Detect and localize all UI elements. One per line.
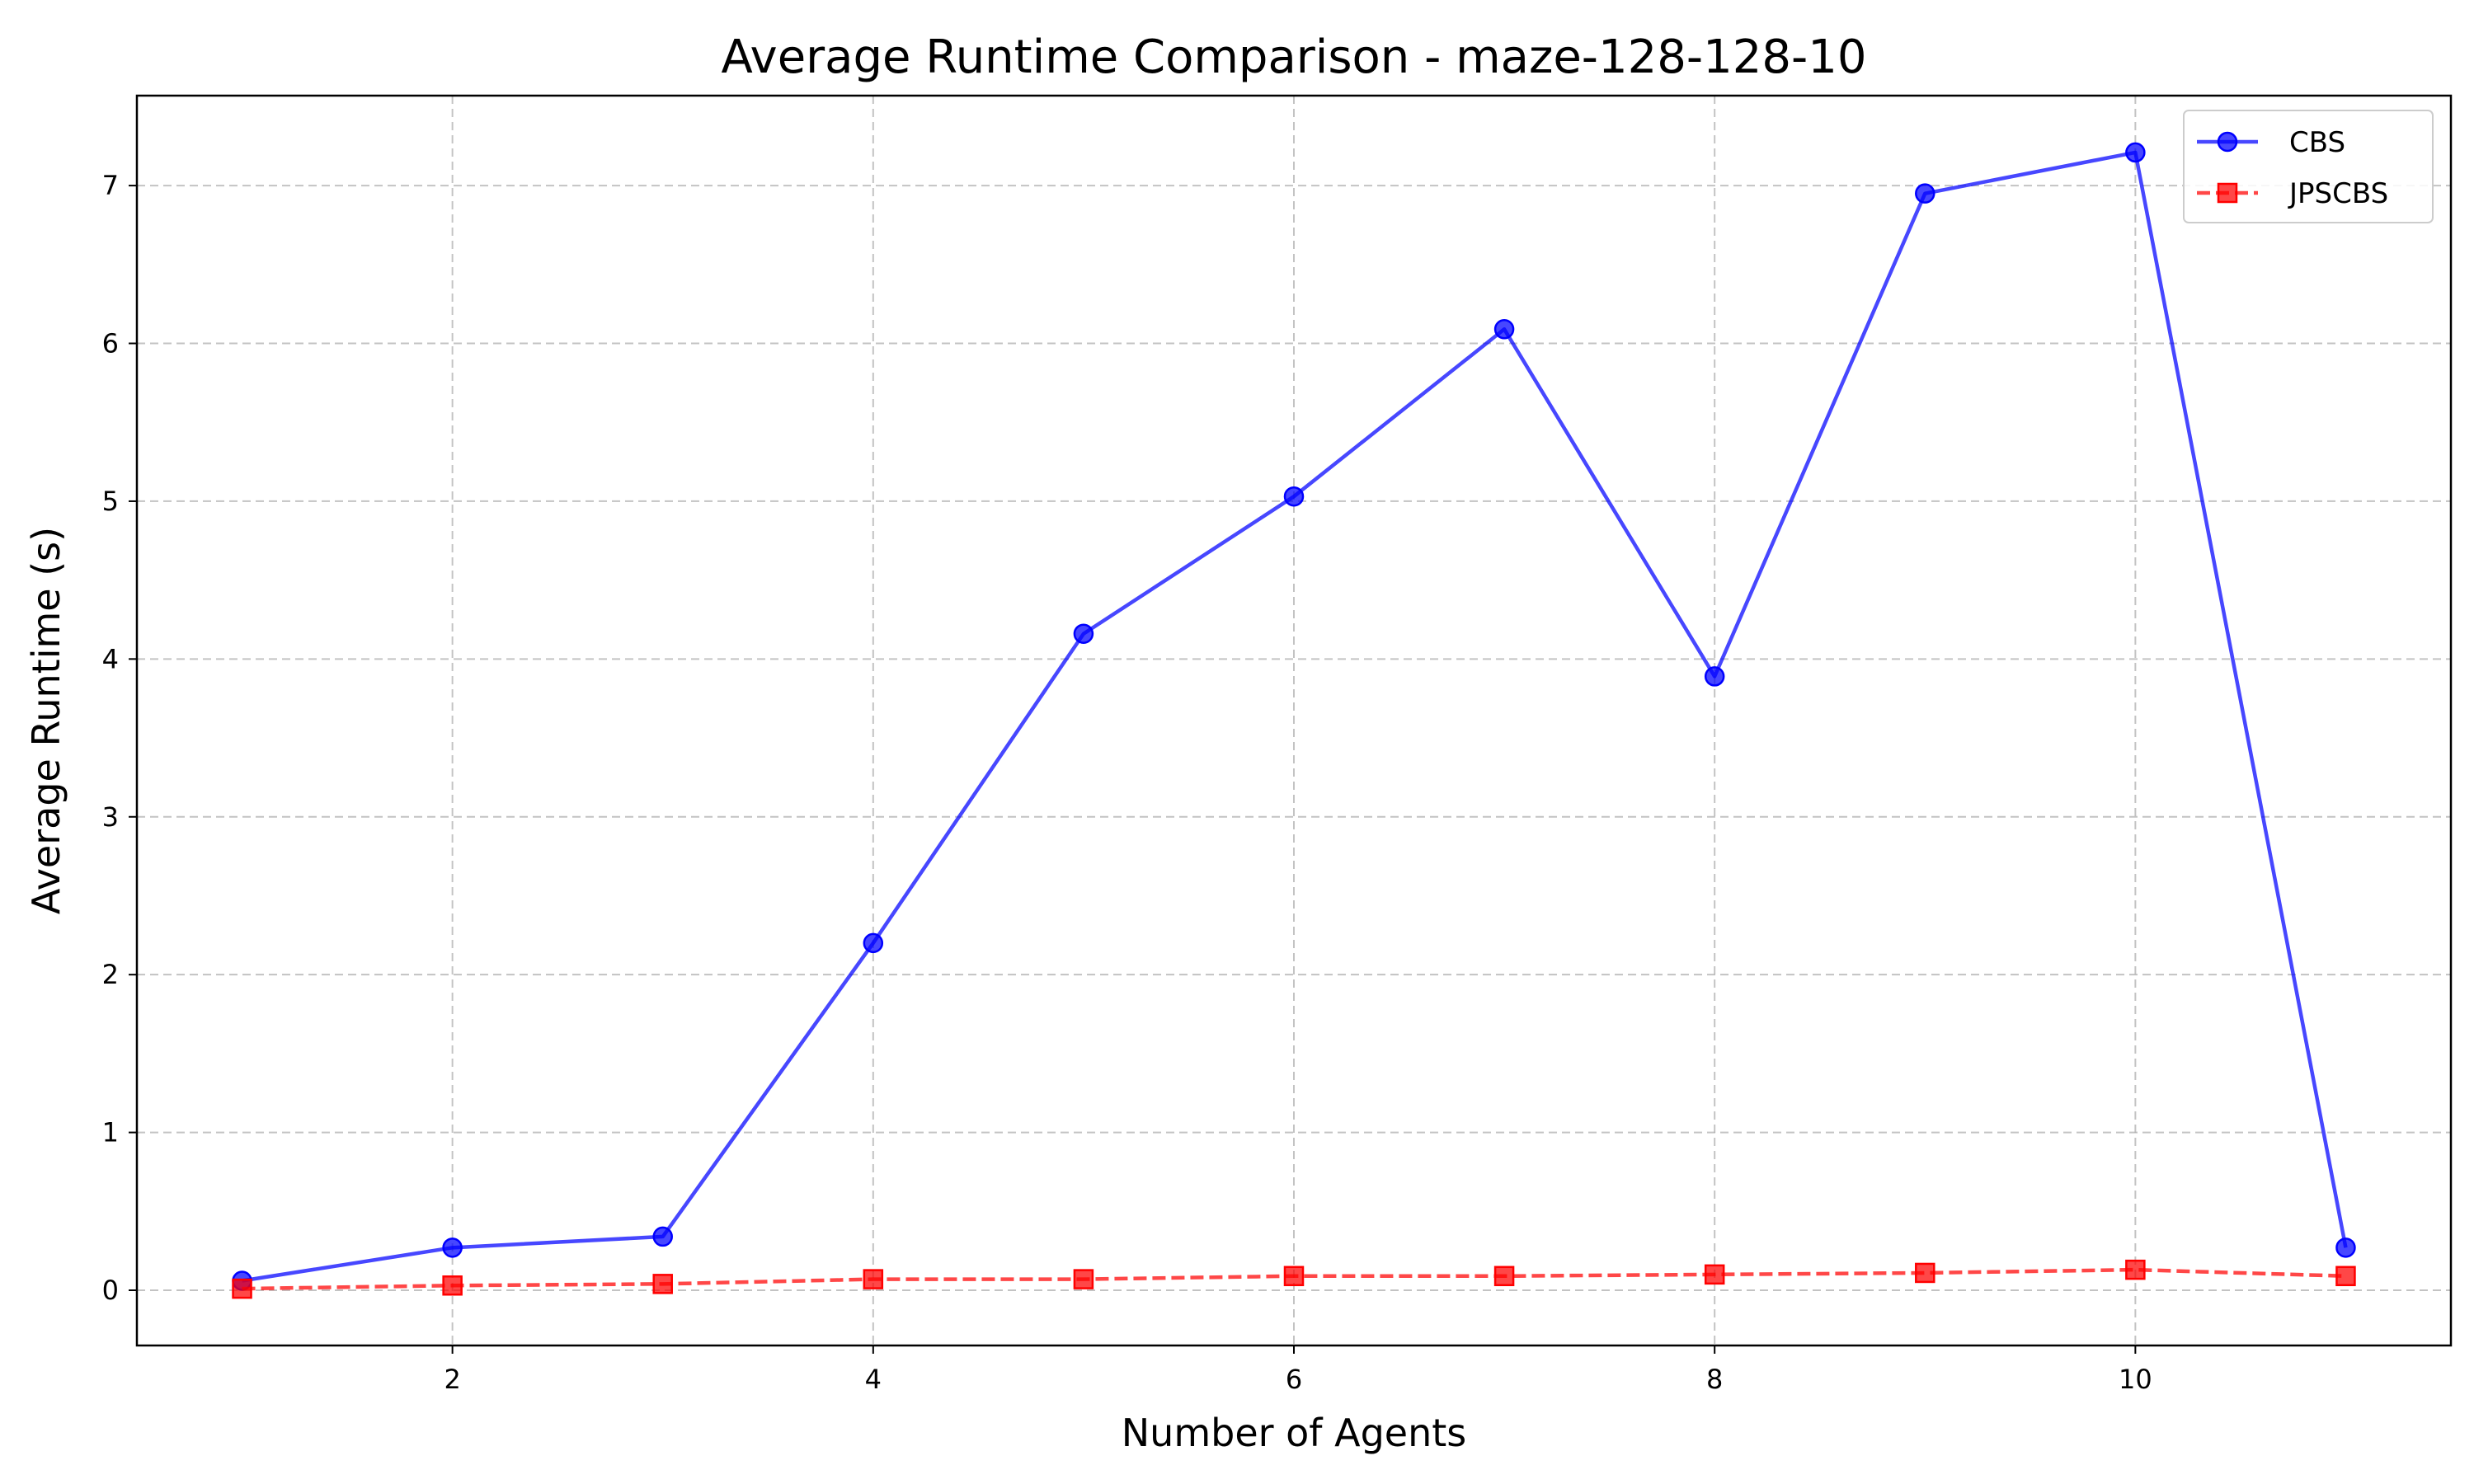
- x-tick-label: 8: [1706, 1364, 1723, 1395]
- data-point-jpscbs: [2125, 1259, 2146, 1280]
- x-tick-label: 4: [865, 1364, 882, 1395]
- series-layer: [232, 142, 2356, 1299]
- data-point-jpscbs: [1073, 1269, 1094, 1289]
- legend-label-cbs: CBS: [2289, 126, 2345, 159]
- x-tick-label: 2: [444, 1364, 460, 1395]
- data-point-cbs: [1073, 623, 1094, 644]
- y-tick-label: 7: [102, 170, 119, 201]
- x-tick-label: 10: [2119, 1364, 2152, 1395]
- data-point-cbs: [863, 932, 884, 954]
- y-tick-label: 2: [102, 959, 119, 990]
- data-point-jpscbs: [652, 1274, 673, 1294]
- data-point-jpscbs: [2335, 1266, 2356, 1287]
- y-axis-label: Average Runtime (s): [24, 527, 68, 914]
- legend-label-jpscbs: JPSCBS: [2288, 177, 2388, 210]
- data-point-cbs: [652, 1226, 673, 1247]
- legend: CBS JPSCBS: [2183, 110, 2434, 223]
- data-point-jpscbs: [442, 1275, 463, 1296]
- data-point-jpscbs: [232, 1278, 252, 1299]
- legend-marker-jpscbs: [2217, 182, 2238, 204]
- legend-marker-cbs: [2217, 131, 2238, 153]
- axis-ticks: 2 4 6 8 10 0 1 2 3 4 5 6 7: [102, 170, 2152, 1395]
- x-axis-label: Number of Agents: [1122, 1411, 1467, 1455]
- chart-title: Average Runtime Comparison - maze-128-12…: [722, 31, 1867, 84]
- data-point-jpscbs: [1493, 1266, 1515, 1287]
- y-tick-label: 0: [102, 1275, 119, 1306]
- data-point-jpscbs: [1283, 1266, 1305, 1287]
- x-tick-label: 6: [1286, 1364, 1302, 1395]
- y-tick-label: 6: [102, 328, 119, 359]
- data-point-cbs: [1915, 183, 1935, 204]
- data-point-jpscbs: [1915, 1262, 1935, 1284]
- y-tick-label: 4: [102, 643, 119, 674]
- data-point-jpscbs: [1704, 1264, 1725, 1285]
- y-tick-label: 3: [102, 801, 119, 833]
- data-point-cbs: [2125, 142, 2146, 163]
- y-tick-label: 5: [102, 486, 119, 517]
- data-point-cbs: [1283, 486, 1305, 507]
- data-point-cbs: [1493, 319, 1515, 340]
- data-point-jpscbs: [863, 1269, 884, 1289]
- data-point-cbs: [1704, 666, 1725, 687]
- y-tick-label: 1: [102, 1117, 119, 1148]
- grid: [137, 96, 2451, 1345]
- data-point-cbs: [2335, 1237, 2356, 1258]
- data-point-cbs: [442, 1237, 463, 1258]
